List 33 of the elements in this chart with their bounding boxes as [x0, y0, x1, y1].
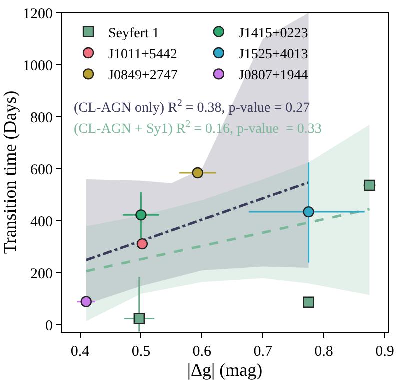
- x-tick-label: 0.8: [314, 344, 334, 360]
- x-axis-title: |Δg| (mag): [187, 360, 263, 380]
- legend-label: J1415+0223: [238, 26, 308, 42]
- point: [80, 296, 92, 308]
- legend-label: J0849+2747: [108, 68, 178, 84]
- point: [134, 313, 145, 324]
- legend-label: J1525+4013: [238, 47, 308, 62]
- point: [303, 206, 314, 218]
- legend-label: J1011+5442: [108, 47, 178, 62]
- legend-label: Seyfert 1: [108, 26, 160, 42]
- x-tick-label: 0.5: [132, 344, 151, 360]
- point: [303, 296, 314, 308]
- y-axis-title: Transition time (Days): [0, 90, 20, 254]
- line-series: [85, 208, 371, 273]
- annotation: (CL-AGN only) R$^{2}$ = 0.38, p-value = 0.27: [74, 98, 310, 116]
- point: [192, 167, 204, 179]
- y-tick-label: 800: [30, 110, 53, 126]
- y-tick-label: 400: [30, 214, 53, 230]
- x-tick-label: 0.6: [192, 344, 212, 360]
- y-tick-label: 200: [30, 266, 53, 282]
- line-series: [85, 181, 310, 262]
- point: [136, 238, 148, 250]
- point: [364, 180, 376, 192]
- y-tick-label: 1200: [23, 6, 53, 22]
- x-tick-label: 0.7: [254, 344, 273, 360]
- point: [136, 210, 147, 221]
- legend-label: J0807+1944: [238, 68, 308, 84]
- x-tick-label: 0.4: [70, 344, 90, 360]
- y-tick-label: 0: [46, 318, 53, 334]
- x-tick-label: 0.9: [376, 344, 394, 360]
- annotation: (CL-AGN + Sy1) R$^{2}$ = 0.16, p-value = 0.33: [74, 119, 322, 137]
- y-tick-label: 600: [30, 162, 53, 178]
- y-tick-label: 1000: [23, 58, 53, 74]
